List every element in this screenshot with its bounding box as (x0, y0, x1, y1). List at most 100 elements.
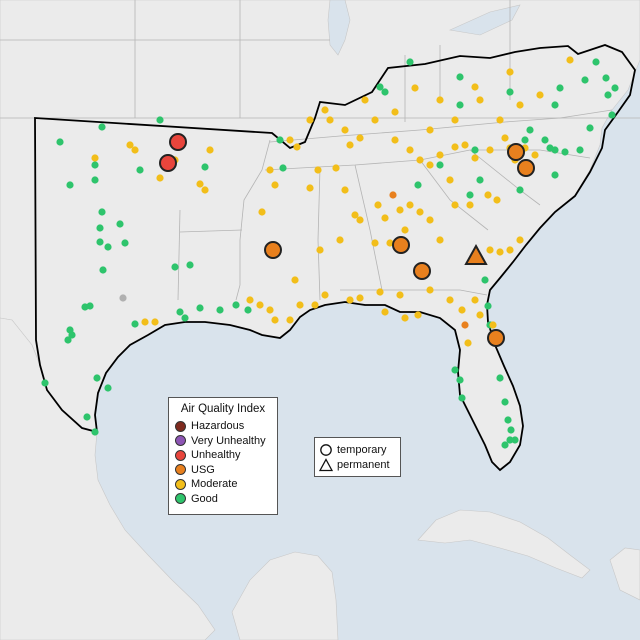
station-good (501, 441, 509, 449)
station-moderate (496, 116, 504, 124)
station-moderate (271, 316, 279, 324)
station-moderate (374, 201, 382, 209)
station-moderate (256, 301, 264, 309)
station-good (511, 436, 519, 444)
station-moderate (341, 126, 349, 134)
station-usg-permanent (464, 243, 488, 265)
station-usg (461, 321, 469, 329)
station-moderate (381, 308, 389, 316)
station-good (604, 91, 612, 99)
station-moderate (516, 236, 524, 244)
station-moderate (516, 101, 524, 109)
station-good (201, 163, 209, 171)
elevated-stations (159, 133, 535, 347)
station-good (496, 374, 504, 382)
station-good (506, 88, 514, 96)
station-usg-temporary (487, 329, 505, 347)
station-good (556, 84, 564, 92)
station-good (131, 320, 139, 328)
good-dot-icon (175, 493, 186, 504)
station-moderate (426, 161, 434, 169)
station-moderate (321, 291, 329, 299)
station-moderate (361, 96, 369, 104)
station-moderate (91, 154, 99, 162)
station-good (381, 88, 389, 96)
station-moderate (266, 166, 274, 174)
station-good (136, 166, 144, 174)
station-good (64, 336, 72, 344)
station-good (66, 181, 74, 189)
station-good (98, 123, 106, 131)
station-moderate (326, 116, 334, 124)
station-good (561, 148, 569, 156)
station-good (68, 331, 76, 339)
station-moderate (151, 318, 159, 326)
station-good (181, 314, 189, 322)
site-type-legend: temporary permanent (314, 437, 401, 477)
station-good (406, 58, 414, 66)
very-unhealthy-dot-icon (175, 435, 186, 446)
station-moderate (471, 296, 479, 304)
station-moderate (506, 246, 514, 254)
station-good (526, 126, 534, 134)
station-good (98, 208, 106, 216)
station-moderate (496, 248, 504, 256)
station-moderate (416, 208, 424, 216)
station-moderate (531, 151, 539, 159)
station-moderate (486, 146, 494, 154)
station-good (91, 176, 99, 184)
station-moderate (156, 174, 164, 182)
land-hispaniola (609, 547, 640, 601)
station-moderate (356, 216, 364, 224)
station-moderate (336, 236, 344, 244)
station-moderate (332, 164, 340, 172)
legend-item-temporary: temporary (319, 443, 387, 457)
station-moderate (461, 141, 469, 149)
station-usg-temporary (413, 262, 431, 280)
station-moderate (501, 134, 509, 142)
legend-item-unhealthy: Unhealthy (175, 448, 241, 462)
station-moderate (446, 296, 454, 304)
station-good (576, 146, 584, 154)
station-moderate (346, 296, 354, 304)
station-moderate (141, 318, 149, 326)
legend-item-moderate: Moderate (175, 477, 237, 491)
station-no-data (119, 294, 127, 302)
station-moderate (246, 296, 254, 304)
station-unhealthy-temporary (159, 154, 177, 172)
station-good (196, 304, 204, 312)
station-good (91, 161, 99, 169)
station-good (156, 116, 164, 124)
station-good (592, 58, 600, 66)
station-moderate (126, 141, 134, 149)
station-moderate (486, 246, 494, 254)
monitor-stations (41, 56, 619, 449)
legend-label: Moderate (191, 478, 238, 490)
station-good (458, 394, 466, 402)
land-yucatan (231, 551, 339, 640)
station-moderate (451, 116, 459, 124)
station-good (276, 136, 284, 144)
station-moderate (131, 146, 139, 154)
station-moderate (426, 126, 434, 134)
legend-item-permanent: permanent (319, 458, 390, 472)
station-good (232, 301, 240, 309)
station-moderate (346, 141, 354, 149)
station-good (481, 276, 489, 284)
station-moderate (356, 294, 364, 302)
station-good (586, 124, 594, 132)
triangle-icon (319, 458, 333, 472)
station-moderate (311, 301, 319, 309)
station-moderate (391, 108, 399, 116)
station-good (581, 76, 589, 84)
station-good (93, 374, 101, 382)
station-moderate (258, 208, 266, 216)
station-usg-temporary (264, 241, 282, 259)
station-good (86, 302, 94, 310)
station-good (96, 238, 104, 246)
station-good (484, 302, 492, 310)
region-outline (34, 44, 636, 472)
station-moderate (356, 134, 364, 142)
station-moderate (476, 96, 484, 104)
station-moderate (416, 156, 424, 164)
